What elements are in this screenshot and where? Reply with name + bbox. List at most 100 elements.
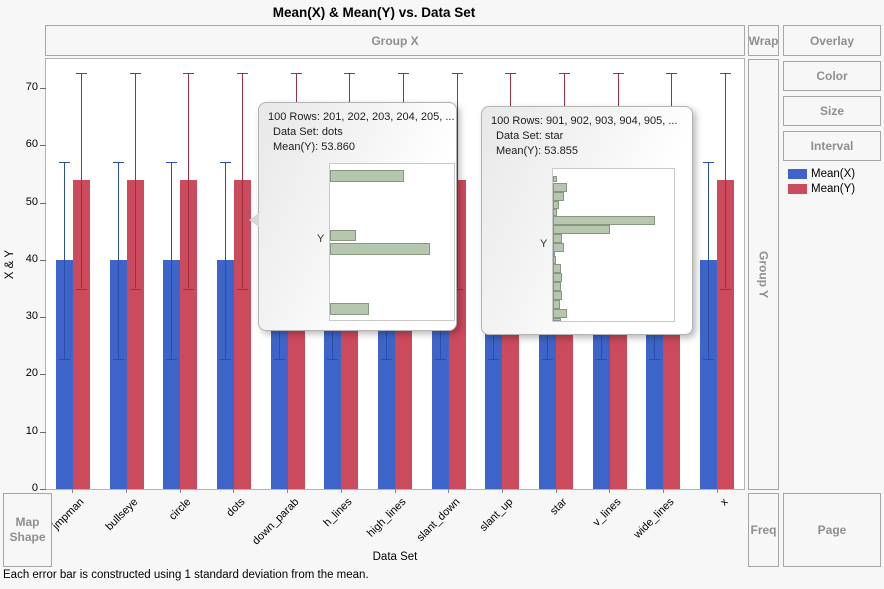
drop-zone-group-y[interactable]: Group Y [748, 59, 779, 490]
tooltip-rows-line: 100 Rows: 901, 902, 903, 904, 905, ... [491, 115, 678, 127]
bar-mean-x-x[interactable] [700, 259, 718, 489]
y-tick-mark [40, 202, 46, 204]
x-tick-label: v_lines [590, 496, 624, 529]
y-tick-mark [40, 431, 46, 433]
error-bar-cap-mean-y [451, 73, 463, 75]
error-bar-cap-mean-y [720, 288, 732, 290]
x-tick-label: star [548, 496, 570, 518]
y-tick-label: 60 [25, 138, 38, 151]
error-bar-cap-mean-y [505, 73, 517, 75]
y-tick-mark [40, 317, 46, 319]
histogram-bar [553, 263, 561, 274]
error-bar-cap-mean-y [398, 73, 409, 75]
x-tick-label: slant_up [477, 496, 516, 534]
error-bar-cap-mean-x [58, 358, 70, 360]
hover-tooltip-star: 100 Rows: 901, 902, 903, 904, 905, ... D… [481, 106, 693, 335]
legend-swatch-mean-x[interactable] [788, 169, 807, 179]
histogram-bar [330, 169, 404, 183]
tooltip-dataset-line: Data Set: star [496, 130, 564, 142]
error-bar-cap-mean-x [219, 358, 231, 360]
error-bar-cap-mean-x [112, 358, 124, 360]
histogram-bar [553, 192, 564, 202]
error-bar-line-mean-x [708, 161, 710, 359]
x-tick-label: slant_down [414, 496, 463, 544]
error-bar-line-mean-x [224, 161, 226, 359]
y-tick-mark [40, 88, 46, 89]
drop-zone-color[interactable]: Color [783, 61, 881, 91]
error-bar-line-mean-x [63, 161, 65, 359]
bar-mean-y-x[interactable] [717, 180, 735, 489]
tooltip-mean-line: Mean(Y): 53.860 [273, 141, 355, 153]
y-tick-label: 20 [25, 367, 38, 380]
tooltip-histogram [552, 168, 675, 322]
x-tick-mark [340, 489, 342, 493]
x-tick-mark [72, 489, 74, 493]
bar-mean-x-bullseye[interactable] [109, 259, 127, 489]
legend-label: Mean(X) [811, 168, 856, 180]
error-bar-cap-mean-x [488, 358, 500, 360]
x-tick-mark [126, 489, 128, 493]
error-bar-line-mean-y [188, 73, 190, 289]
error-bar-cap-mean-y [129, 73, 141, 75]
error-bar-line-mean-x [117, 161, 119, 359]
drop-zone-page[interactable]: Page [783, 493, 881, 567]
y-tick-mark [40, 489, 46, 490]
bar-mean-y-circle[interactable] [180, 180, 198, 489]
error-bar-cap-mean-x [595, 358, 607, 360]
y-tick-label: 50 [25, 195, 38, 208]
error-bar-cap-mean-x [112, 161, 124, 163]
error-bar-cap-mean-y [344, 73, 356, 75]
y-tick-label: 10 [25, 424, 38, 437]
histogram-bar [553, 209, 558, 217]
error-bar-line-mean-y [725, 73, 727, 289]
drop-zone-group-x[interactable]: Group X [45, 25, 745, 56]
histogram-bar [553, 317, 562, 321]
histogram-bar [553, 225, 611, 235]
bar-mean-y-bullseye[interactable] [126, 180, 144, 489]
error-bar-cap-mean-y [75, 288, 87, 290]
histogram-bar [553, 182, 567, 193]
error-bar-cap-mean-y [720, 73, 732, 75]
bar-mean-x-dots[interactable] [216, 259, 234, 489]
drop-zone-group-y-label: Group Y [756, 250, 771, 299]
drop-zone-freq[interactable]: Freq [748, 493, 779, 567]
bar-mean-x-jmpman[interactable] [55, 259, 73, 489]
y-tick-mark [40, 145, 46, 147]
histogram-bar [553, 216, 656, 226]
error-bar-line-mean-y [456, 73, 458, 289]
histogram-bar [330, 302, 370, 315]
error-bar-cap-mean-x [58, 161, 70, 163]
legend-item-mean-x[interactable]: Mean(X) [788, 168, 855, 180]
error-bar-cap-mean-x [542, 358, 554, 360]
drop-zone-size[interactable]: Size [783, 96, 881, 126]
error-bar-line-mean-y [241, 73, 243, 289]
x-tick-mark [555, 489, 557, 493]
error-bar-line-mean-y [134, 73, 136, 289]
error-bar-cap-mean-y [451, 288, 463, 290]
y-tick-mark [40, 374, 46, 376]
tooltip-pointer-left-icon [249, 213, 259, 227]
legend-swatch-mean-y[interactable] [788, 184, 807, 194]
histogram-bar [553, 291, 562, 301]
bar-mean-x-circle[interactable] [163, 259, 181, 489]
legend-item-mean-y[interactable]: Mean(Y) [788, 183, 855, 195]
x-tick-mark [448, 489, 450, 493]
error-bar-cap-mean-x [434, 358, 446, 360]
drop-zone-overlay[interactable]: Overlay [783, 25, 881, 56]
x-tick-mark [287, 489, 289, 493]
error-bar-cap-mean-x [273, 358, 285, 360]
error-bar-cap-mean-x [219, 161, 231, 163]
bar-mean-y-dots[interactable] [233, 180, 251, 489]
x-axis-title: Data Set [372, 551, 418, 563]
error-bar-cap-mean-y [290, 73, 302, 75]
drop-zone-map-shape[interactable]: Map Shape [3, 493, 52, 567]
histogram-bar [553, 256, 557, 264]
drop-zone-interval[interactable]: Interval [783, 131, 881, 161]
drop-zone-wrap[interactable]: Wrap [748, 25, 779, 56]
x-tick-mark [662, 489, 664, 493]
error-bar-cap-mean-y [236, 288, 248, 290]
error-bar-cap-mean-y [129, 288, 141, 290]
x-tick-mark [394, 489, 396, 493]
error-bar-cap-mean-x [381, 358, 392, 360]
bar-mean-y-jmpman[interactable] [72, 180, 90, 489]
